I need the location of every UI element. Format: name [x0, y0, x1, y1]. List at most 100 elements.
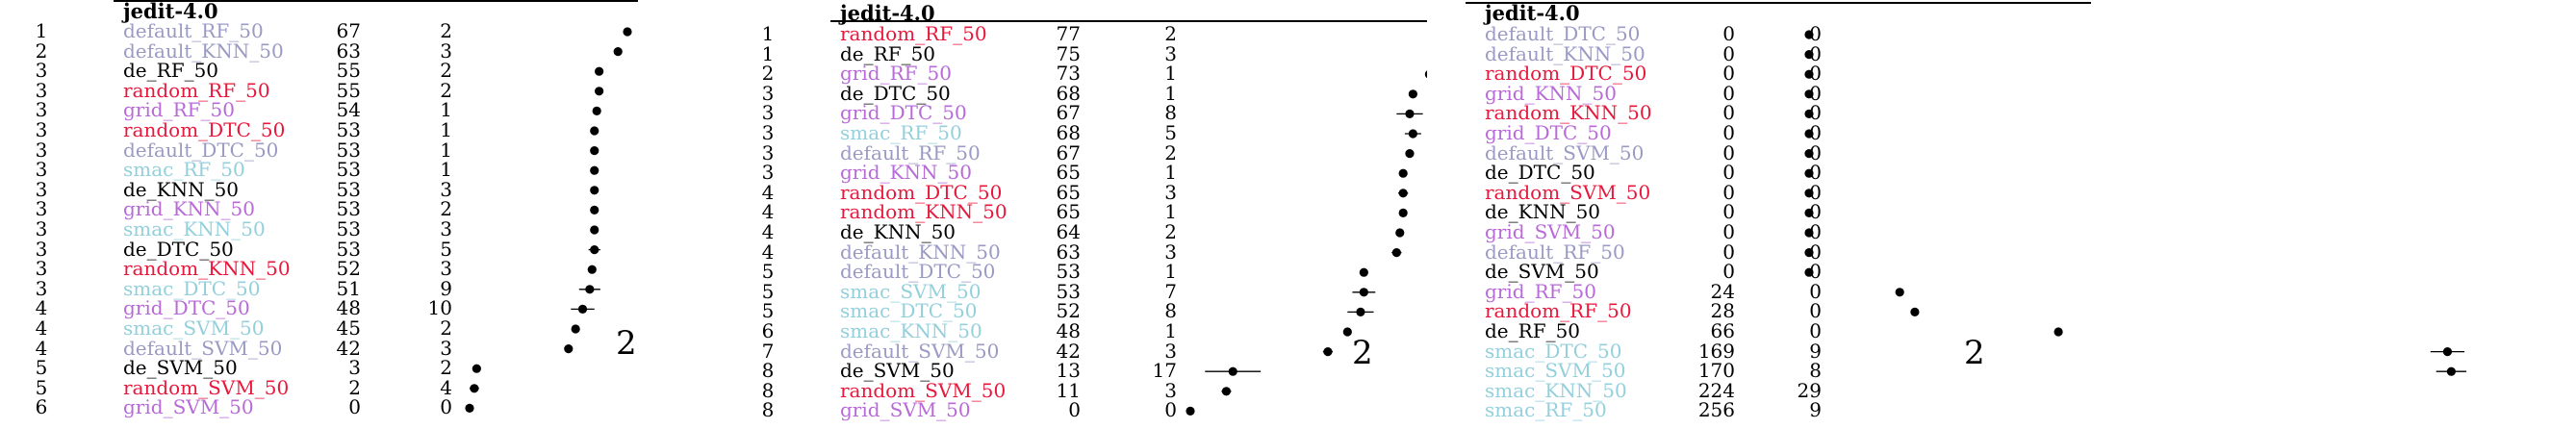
- iqr-value: 10: [427, 296, 452, 320]
- median-dot: [1910, 307, 1920, 316]
- iqr-value: 3: [1164, 41, 1177, 65]
- rank-cell: 5: [761, 260, 775, 284]
- median-dot: [1804, 189, 1814, 198]
- median-dot: [1804, 228, 1814, 238]
- median-value: 64: [1056, 220, 1081, 243]
- treatment-name: de_DTC_50: [1485, 161, 1595, 185]
- median-dot: [571, 324, 580, 334]
- dot-plot: [1186, 70, 1427, 416]
- median-value: 28: [1710, 299, 1735, 323]
- treatment-name: de_SVM_50: [840, 359, 955, 383]
- median-value: 53: [336, 217, 361, 240]
- treatment-name: grid_RF_50: [840, 62, 952, 86]
- rank-cell: 3: [35, 177, 48, 201]
- iqr-value: 3: [440, 257, 452, 281]
- rank-cell: 2: [35, 38, 48, 63]
- median-value: 3: [348, 356, 361, 380]
- median-dot: [623, 27, 632, 37]
- iqr-value: 5: [440, 237, 452, 261]
- iqr-value: 0: [1809, 200, 1822, 224]
- iqr-value: 2: [440, 59, 452, 83]
- median-value: 0: [1722, 240, 1735, 264]
- treatment-name: smac_KNN_50: [1485, 378, 1627, 402]
- treatment-name: de_SVM_50: [1485, 260, 1599, 284]
- median-dot: [590, 146, 599, 156]
- treatment-name: smac_RF_50: [123, 158, 245, 182]
- iqr-value: 0: [1809, 101, 1822, 125]
- treatment-name: default_KNN_50: [1485, 41, 1645, 65]
- median-dot: [1398, 189, 1408, 198]
- iqr-value: 8: [1809, 359, 1822, 383]
- treatment-name: de_RF_50: [840, 41, 936, 65]
- rank-cell: 3: [35, 276, 48, 300]
- rank-cell: 3: [35, 138, 48, 162]
- median-dot: [1395, 228, 1405, 238]
- median-dot: [1359, 267, 1368, 277]
- iqr-value: 8: [1164, 101, 1177, 125]
- median-dot: [472, 364, 481, 373]
- median-value: 42: [336, 336, 361, 360]
- treatment-name: default_SVM_50: [1485, 140, 1645, 164]
- median-value: 55: [336, 59, 361, 83]
- median-dot: [1424, 70, 1427, 79]
- rank-cell: 6: [761, 319, 775, 342]
- median-dot: [1895, 288, 1904, 297]
- treatment-name: default_SVM_50: [123, 336, 283, 360]
- median-dot: [613, 47, 623, 57]
- median-value: 53: [336, 197, 361, 221]
- rank-cell: 4: [761, 180, 775, 204]
- rank-cell: 3: [35, 257, 48, 281]
- iqr-value: 3: [1164, 180, 1177, 204]
- median-value: 0: [348, 395, 361, 419]
- median-value: 170: [1697, 359, 1735, 383]
- median-value: 0: [1722, 62, 1735, 86]
- median-value: 53: [336, 158, 361, 182]
- median-value: 73: [1056, 62, 1081, 86]
- dot-plot: [465, 27, 632, 413]
- rank-cell: 8: [761, 378, 775, 402]
- iqr-value: 1: [1164, 319, 1177, 342]
- table-title: jedit-4.0: [1485, 1, 1580, 25]
- treatment-name: de_RF_50: [123, 59, 219, 83]
- iqr-value: 2: [440, 356, 452, 380]
- rank-cell: 4: [35, 316, 48, 340]
- treatment-name: random_SVM_50: [123, 375, 290, 399]
- median-dot: [585, 285, 595, 294]
- ranking-table-panel-3: jedit-4.0 default_DTC_50 0 0 default_KNN_50 0…: [1427, 0, 2576, 429]
- treatment-name: grid_KNN_50: [1485, 81, 1617, 105]
- median-dot: [595, 66, 604, 76]
- treatment-name: grid_SVM_50: [840, 398, 971, 422]
- median-dot: [590, 205, 599, 214]
- treatment-name: smac_RF_50: [1485, 398, 1607, 422]
- median-value: 53: [336, 237, 361, 261]
- iqr-value: 5: [1164, 121, 1177, 144]
- iqr-value: 1: [440, 118, 452, 141]
- iqr-value: 0: [1809, 22, 1822, 45]
- median-value: 67: [1056, 101, 1081, 125]
- median-dot: [1804, 149, 1814, 159]
- iqr-value: 1: [440, 158, 452, 182]
- median-dot: [1391, 248, 1401, 258]
- rank-cell: 3: [761, 121, 775, 144]
- median-value: 45: [336, 316, 361, 340]
- median-value: 13: [1056, 359, 1081, 383]
- median-value: 42: [1056, 339, 1081, 363]
- table-title: jedit-4.0: [123, 0, 218, 23]
- treatment-name: default_KNN_50: [123, 38, 284, 63]
- median-dot: [1804, 129, 1814, 139]
- rank-cell: 6: [35, 395, 48, 419]
- table-title: jedit-4.0: [840, 1, 935, 25]
- iqr-value: 0: [1809, 62, 1822, 86]
- median-value: 256: [1697, 398, 1735, 422]
- median-dot: [1408, 89, 1417, 99]
- rank-cell: 3: [35, 237, 48, 261]
- treatment-name: grid_DTC_50: [840, 101, 967, 125]
- iqr-value: 9: [440, 276, 452, 300]
- treatment-name: random_DTC_50: [840, 180, 1003, 204]
- treatment-name: smac_DTC_50: [123, 276, 261, 300]
- rank-cell: 8: [761, 359, 775, 383]
- median-value: 53: [1056, 279, 1081, 303]
- treatment-name: smac_DTC_50: [840, 299, 978, 323]
- median-dot: [2053, 327, 2063, 337]
- median-dot: [1228, 366, 1237, 376]
